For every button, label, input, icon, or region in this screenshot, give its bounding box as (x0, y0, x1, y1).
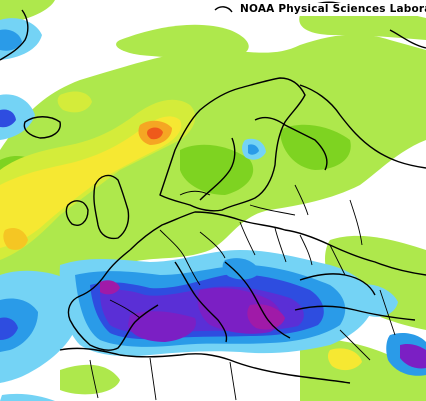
negative-anomaly-fill (0, 18, 426, 401)
source-credit: NOAA Physical Sciences Laboratory (236, 3, 426, 16)
coastlines (0, 1, 426, 384)
country-borders (89, 184, 396, 401)
